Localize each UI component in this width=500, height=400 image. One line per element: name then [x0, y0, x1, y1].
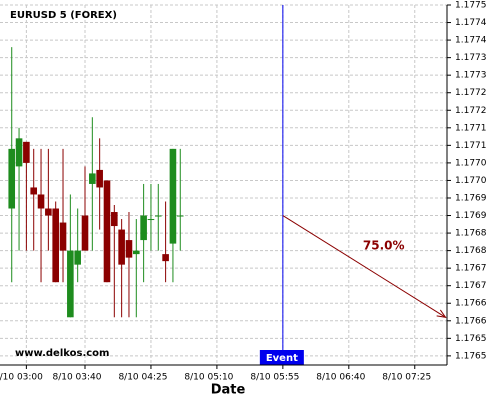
- candle-body: [74, 250, 81, 265]
- candle-body: [59, 222, 67, 251]
- event-box: [259, 350, 304, 365]
- candle-body: [81, 215, 89, 251]
- candle-body: [140, 215, 147, 241]
- candle-body: [176, 215, 184, 217]
- candle-body: [103, 180, 111, 283]
- y-tick-label: 1.1766: [455, 299, 487, 309]
- candle-body: [52, 208, 59, 283]
- candle-body: [125, 240, 133, 258]
- arrow-head: [436, 309, 447, 318]
- x-tick-label: 8/10 05:10: [184, 373, 233, 383]
- candle-body: [15, 138, 23, 167]
- y-tick-label: 1.1773: [455, 71, 487, 81]
- y-tick-label: 1.1773: [455, 53, 487, 63]
- y-tick-label: 1.1767: [455, 281, 487, 291]
- prediction-label: 75.0%: [363, 239, 405, 253]
- x-tick-label: 8/10 05:55: [250, 373, 299, 383]
- y-tick-label: 1.1771: [455, 141, 487, 151]
- candle-body: [96, 169, 103, 188]
- candle-body: [37, 194, 45, 209]
- candle-body: [67, 250, 74, 318]
- watermark: www.delkos.com: [15, 348, 109, 359]
- y-tick-label: 1.1774: [455, 18, 487, 28]
- candle-body: [162, 254, 169, 262]
- candle-body: [89, 173, 96, 184]
- event-label: Event: [266, 353, 298, 364]
- chart-title: EURUSD 5 (FOREX): [10, 10, 117, 21]
- prediction-arrow: [282, 215, 446, 318]
- y-tick-label: 1.1772: [455, 106, 487, 116]
- y-tick-label: 1.1768: [455, 229, 487, 239]
- y-tick-label: 1.1769: [455, 211, 487, 221]
- candle-body: [154, 215, 162, 217]
- candle-body: [111, 212, 118, 227]
- candle-body: [45, 208, 52, 216]
- x-axis-label: Date: [211, 383, 246, 398]
- y-tick-label: 1.1770: [455, 176, 487, 186]
- x-tick-label: 8/10 03:40: [52, 373, 101, 383]
- candle-body: [132, 250, 140, 255]
- y-tick-label: 1.1775: [455, 1, 487, 11]
- y-tick-label: 1.1768: [455, 246, 487, 256]
- y-tick-label: 1.1772: [455, 88, 487, 98]
- y-tick-label: 1.1765: [455, 351, 487, 361]
- y-tick-label: 1.1770: [455, 158, 487, 168]
- y-tick-label: 1.1774: [455, 36, 487, 46]
- y-tick-label: 1.1765: [455, 334, 487, 344]
- candle-body: [118, 229, 125, 265]
- x-tick-label: 8/10 04:25: [118, 373, 167, 383]
- candle-body: [169, 148, 177, 244]
- candle-body: [30, 187, 38, 195]
- y-tick-label: 1.1766: [455, 316, 487, 326]
- x-tick-label: 8/10 07:25: [382, 373, 431, 383]
- candle-body: [147, 219, 155, 221]
- y-tick-label: 1.1769: [455, 193, 487, 203]
- candle-body: [8, 148, 16, 209]
- x-tick-label: 8/10 06:40: [316, 373, 365, 383]
- x-tick-label: 8/10 03:00: [0, 373, 43, 383]
- y-tick-label: 1.1767: [455, 264, 487, 274]
- y-tick-label: 1.1771: [455, 123, 487, 133]
- candle-body: [23, 141, 30, 163]
